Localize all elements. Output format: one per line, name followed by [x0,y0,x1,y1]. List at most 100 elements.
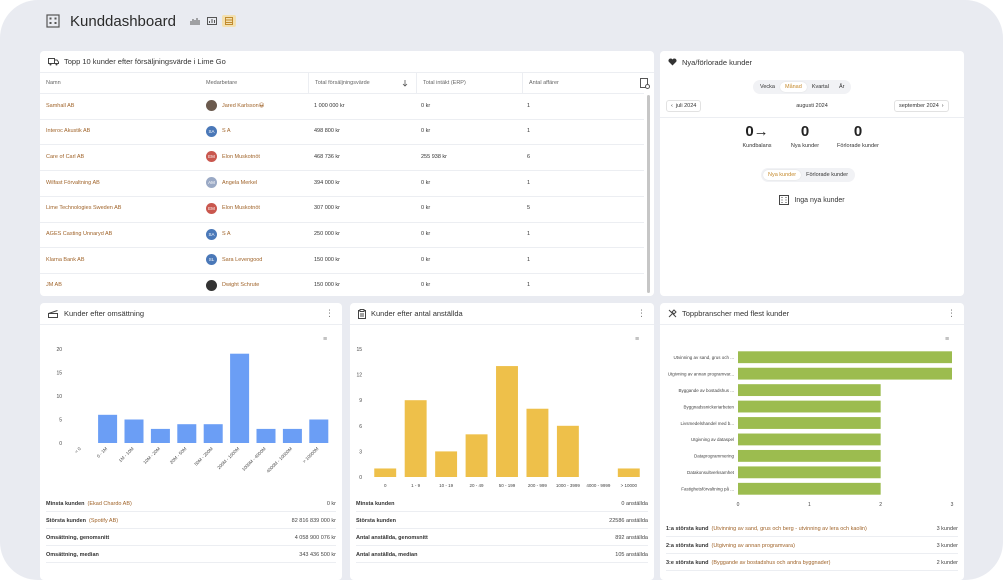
bar[interactable] [738,400,881,413]
summary-link[interactable]: (Byggande av bostadshus och andra byggna… [711,559,831,566]
customer-name-link[interactable]: Samhall AB [46,99,74,113]
view-button-bars[interactable] [205,15,219,27]
col-header-income[interactable]: Total intäkt (ERP) [416,73,520,93]
x-tick-label: 1M - 10M [118,446,135,463]
bar[interactable] [738,482,881,495]
bar[interactable] [738,433,881,446]
revenue-menu-icon[interactable]: ⋮ [325,308,334,318]
bar[interactable] [256,428,276,443]
bar[interactable] [738,384,881,397]
bar[interactable] [203,424,223,443]
x-tick-label: 10M - 20M [142,446,161,465]
y-tick-label: 0 [359,475,362,481]
period-kvartal[interactable]: Kvartal [811,84,829,90]
employee-link[interactable]: AM Angela Merkel [206,176,257,190]
y-tick-label: Dataprogrammering [694,454,735,459]
tab-lost-customers[interactable]: Förlorade kunder [806,172,849,178]
col-header-employee[interactable]: Medarbetare [206,73,306,93]
industries-chart-menu-icon[interactable]: ≡ [945,336,950,343]
revenue-chart-menu-icon[interactable]: ≡ [323,336,328,343]
customer-name-link-text: Care of Carl AB [46,153,85,160]
bar[interactable] [526,408,549,477]
prev-period-button[interactable]: ‹ juli 2024 [666,100,702,112]
total-value: 250 000 kr [314,227,340,241]
period-vecka[interactable]: Vecka [760,84,775,90]
deals-value-text: 6 [527,153,531,160]
summary-label: Största kunden [46,517,87,524]
col-header-deals[interactable]: Antal affärer [522,73,626,93]
bar[interactable] [465,434,488,477]
bar[interactable] [230,353,250,443]
column-settings-icon[interactable] [640,78,650,89]
bar[interactable] [435,451,458,477]
employee-link[interactable]: EM Elon Muskotnöt [206,150,260,164]
bar[interactable] [150,428,170,443]
view-button-charts[interactable] [188,15,202,27]
bar[interactable] [617,468,640,477]
table-scrollbar[interactable] [647,95,650,293]
y-tick-label: 6 [359,424,362,430]
summary-link[interactable]: (Utvinning av sand, grus och berg - utvi… [711,525,867,532]
summary-link[interactable]: (Spotify AB) [89,517,119,524]
bar[interactable] [282,428,302,443]
col-header-total[interactable]: Total försäljningsvärde [308,73,412,93]
next-period-button[interactable]: september 2024 › [894,100,949,112]
stat-balance: 0→ Kundbalans [732,123,782,149]
bar[interactable] [177,424,197,443]
x-tick-label: 0 [384,483,387,488]
customer-name-link[interactable]: Interoc Akustik AB [46,124,90,138]
employee-link-text: Elon Muskotnöt [222,153,260,160]
period-manad[interactable]: Månad [779,82,807,92]
employees-menu-icon[interactable]: ⋮ [637,308,646,318]
y-tick-label: Utgivning av annan programvar... [668,371,734,376]
bar[interactable] [556,425,579,477]
employee-link[interactable]: SA S A [206,124,231,138]
bar[interactable] [738,449,881,462]
income-value-text: 0 kr [421,128,431,135]
x-tick-label: 1 - 9 [411,483,421,488]
income-value: 255 938 kr [421,150,447,164]
col-header-income-label: Total intäkt (ERP) [423,80,466,86]
period-ar[interactable]: År [838,84,845,90]
bar[interactable] [309,419,329,444]
bar[interactable] [738,367,952,380]
x-tick-label: 1000 - 3999 [556,483,581,488]
employees-title: Kunder efter antal anställda [371,309,463,318]
employee-link[interactable]: Jared Karlsson😀 [206,99,264,113]
industries-card: Toppbranscher med flest kunder ⋮ ≡ 0 1 2 3 U… [660,303,964,580]
customer-name-link[interactable]: AGES Casting Unnaryd AB [46,227,112,241]
employee-link[interactable]: Dwight Schrute [206,278,259,292]
bar[interactable] [124,419,144,444]
total-value-text: 250 000 kr [314,231,340,237]
newlost-title: Nya/förlorade kunder [682,57,753,67]
bar[interactable] [496,366,518,477]
view-button-grid[interactable] [221,15,236,27]
y-tick-label: 10 [56,394,62,400]
customer-name-link[interactable]: Wilfast Förvaltning AB [46,176,100,190]
deals-value: 1 [527,99,530,113]
customer-name-link[interactable]: Klarna Bank AB [46,253,85,267]
x-tick-label: 2 [879,502,882,508]
x-tick-label: 200 - 999 [528,483,548,488]
employee-link[interactable]: SL Sara Levengood [206,253,262,267]
employee-link[interactable]: SA S A [206,227,231,241]
customer-name-link[interactable]: Lime Technologies Sweden AB [46,201,121,215]
col-header-name[interactable]: Namn [46,73,186,93]
total-value-text: 150 000 kr [314,256,340,263]
customer-name-link[interactable]: Care of Carl AB [46,150,84,164]
summary-link[interactable]: (Ekad Chardo AB) [87,500,132,507]
bar[interactable] [738,417,881,429]
bar[interactable] [98,414,118,443]
employee-link[interactable]: EM Elon Muskotnöt [206,201,260,215]
bar[interactable] [404,400,427,477]
summary-label: Största kunden [356,517,397,524]
empty-state-text: Inga nya kunder [794,196,845,204]
customer-name-link[interactable]: JM AB [46,278,62,292]
employees-chart-menu-icon[interactable]: ≡ [635,336,640,343]
bar[interactable] [738,466,881,479]
bar[interactable] [374,468,397,477]
bar[interactable] [738,351,952,364]
summary-link[interactable]: (Utgivning av annan programvara) [711,542,795,549]
tab-new-customers[interactable]: Nya kunder [763,170,802,180]
industries-menu-icon[interactable]: ⋮ [947,308,956,318]
